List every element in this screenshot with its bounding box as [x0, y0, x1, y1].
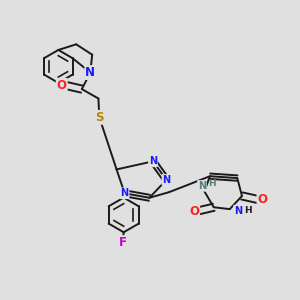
Text: N: N [234, 206, 242, 216]
Text: O: O [189, 205, 199, 218]
Text: N: N [121, 188, 129, 198]
Text: N: N [162, 175, 170, 185]
Text: H: H [208, 179, 216, 188]
Text: S: S [95, 111, 103, 124]
Text: F: F [119, 236, 127, 249]
Text: N: N [198, 181, 206, 191]
Text: N: N [149, 156, 157, 166]
Text: H: H [244, 206, 252, 215]
Text: O: O [57, 79, 67, 92]
Text: N: N [85, 66, 95, 79]
Text: O: O [257, 193, 268, 206]
